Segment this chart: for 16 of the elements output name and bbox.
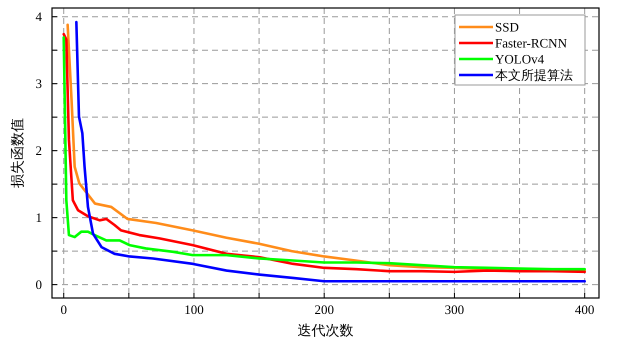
y-axis-title: 损失函数值 xyxy=(10,118,26,188)
y-tick-label: 4 xyxy=(36,9,42,24)
x-axis-title: 迭代次数 xyxy=(298,323,354,339)
legend-label: Faster-RCNN xyxy=(495,36,568,50)
y-tick-label: 2 xyxy=(36,143,42,158)
y-tick-label: 0 xyxy=(36,277,42,292)
x-tick-label: 0 xyxy=(60,302,67,317)
legend-label: YOLOv4 xyxy=(495,52,545,66)
x-tick-label: 200 xyxy=(314,302,334,317)
legend-label: SSD xyxy=(495,20,519,34)
y-tick-label: 3 xyxy=(36,76,42,92)
x-tick-label: 100 xyxy=(184,302,204,317)
x-tick-label: 400 xyxy=(574,302,594,317)
x-tick-label: 300 xyxy=(444,302,464,317)
y-tick-label: 1 xyxy=(36,210,42,226)
legend-label: 本文所提算法 xyxy=(495,68,573,82)
